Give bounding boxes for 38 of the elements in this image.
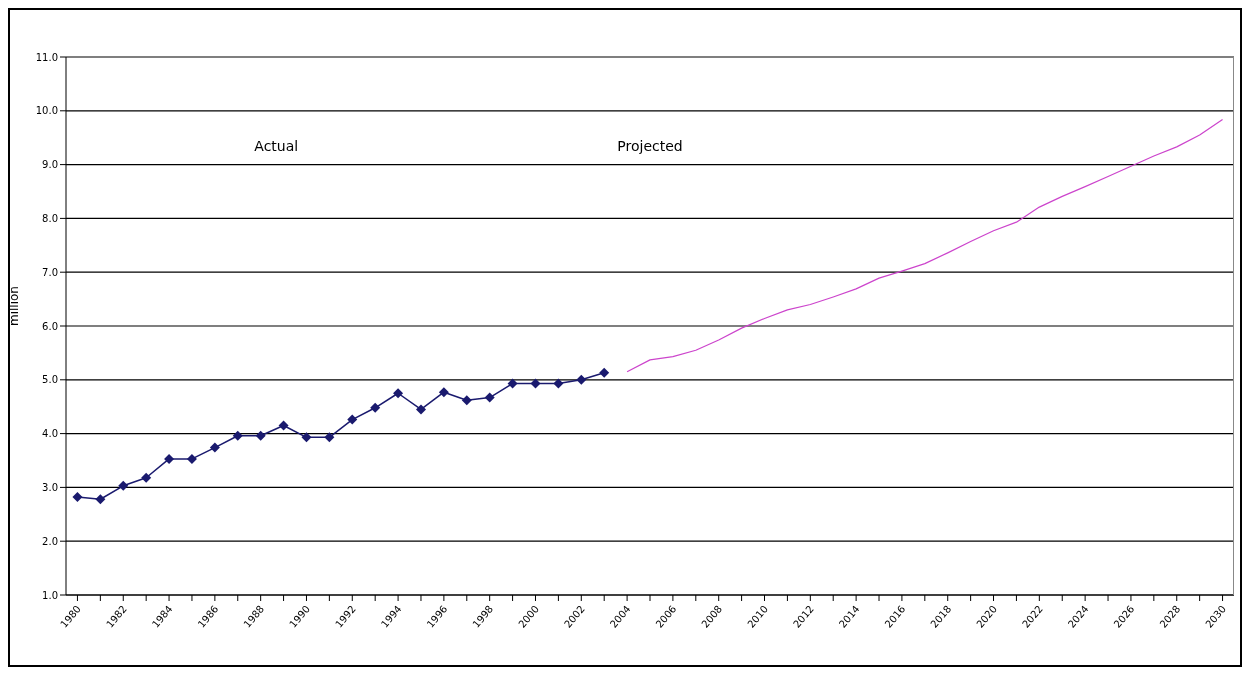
y-tick-label: 6.0: [42, 320, 58, 332]
point: [72, 492, 83, 503]
point: [370, 402, 381, 413]
annotation: Actual: [253, 138, 300, 154]
point: [415, 404, 426, 415]
point: [118, 480, 129, 491]
point: [347, 414, 358, 425]
point: [186, 453, 197, 464]
point: [599, 367, 610, 378]
y-tick-label: 2.0: [42, 535, 58, 547]
y-tick-label: 8.0: [42, 212, 58, 224]
y-tick-label: 4.0: [42, 428, 58, 440]
point: [209, 442, 220, 453]
y-axis-title: million: [7, 286, 22, 326]
y-tick-label: 10.0: [35, 105, 58, 117]
point: [438, 387, 449, 398]
point: [278, 420, 289, 431]
point: [164, 453, 175, 464]
y-tick-label: 1.0: [42, 589, 58, 601]
point: [393, 388, 404, 399]
y-tick-label: 9.0: [42, 159, 58, 171]
point: [553, 378, 564, 389]
y-tick-label: 5.0: [42, 374, 58, 386]
point: [484, 392, 495, 403]
y-tick-label: 3.0: [42, 481, 58, 493]
point: [301, 432, 312, 443]
annotation: Projected: [616, 138, 684, 154]
point: [232, 430, 243, 441]
point: [141, 472, 152, 483]
y-tick-label: 11.0: [35, 51, 58, 63]
point: [95, 494, 106, 505]
point: [324, 432, 335, 443]
point: [255, 430, 266, 441]
point: [576, 374, 587, 385]
point: [461, 395, 472, 406]
y-tick-label: 7.0: [42, 266, 58, 278]
point: [530, 378, 541, 389]
point: [507, 378, 518, 389]
